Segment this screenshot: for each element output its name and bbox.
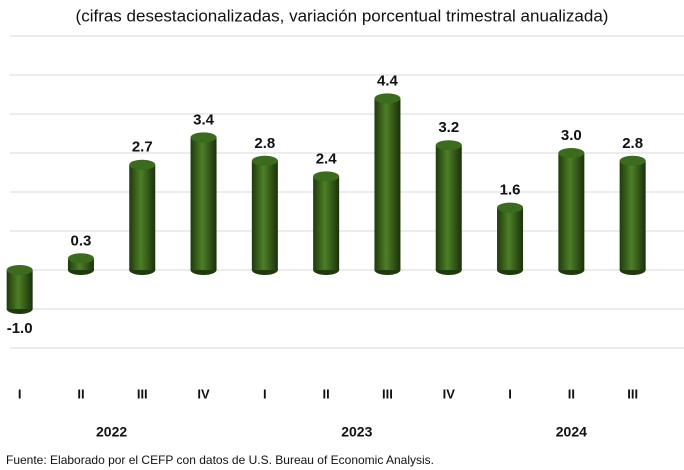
bar-top xyxy=(6,265,33,275)
bar xyxy=(251,155,278,275)
x-tick-label: I xyxy=(508,386,512,401)
bar-top xyxy=(313,171,340,182)
x-tick-label: I xyxy=(263,386,267,401)
bar-top xyxy=(497,202,524,213)
bar xyxy=(435,140,462,275)
x-tick-label: II xyxy=(568,386,575,401)
x-tick-label: IV xyxy=(443,386,456,401)
bar-top xyxy=(129,159,156,170)
value-label: 1.6 xyxy=(500,182,521,199)
bar-body xyxy=(619,160,646,270)
x-tick-label: IV xyxy=(197,386,210,401)
bar-body xyxy=(129,164,156,270)
bar-top xyxy=(374,93,401,104)
value-label: 0.3 xyxy=(71,232,92,249)
bar xyxy=(67,253,94,275)
value-label: 4.4 xyxy=(377,72,399,89)
bar-top xyxy=(619,155,646,166)
x-tick-label: III xyxy=(137,386,148,401)
bar-body xyxy=(190,137,217,270)
bar-top xyxy=(67,253,94,264)
value-label: 2.8 xyxy=(254,135,275,152)
bar xyxy=(313,171,340,275)
x-tick-label: III xyxy=(627,386,638,401)
value-label: 2.7 xyxy=(132,139,153,156)
x-tick-label: II xyxy=(77,386,84,401)
value-label: 3.2 xyxy=(438,119,459,136)
x-tick-label: II xyxy=(323,386,330,401)
bar-body xyxy=(497,207,524,270)
bar-top xyxy=(558,148,585,158)
bar-body xyxy=(67,258,94,270)
bar xyxy=(129,159,156,275)
bar xyxy=(497,202,524,275)
bar-top xyxy=(435,140,462,151)
value-label: 3.4 xyxy=(193,111,215,128)
bar xyxy=(558,148,585,275)
bar-top xyxy=(251,155,278,166)
bar-body xyxy=(558,153,585,270)
x-tick-label: I xyxy=(18,386,22,401)
bar-body xyxy=(374,98,401,271)
source-note: Fuente: Elaborado por el CEFP con datos … xyxy=(6,453,434,467)
bar-body xyxy=(313,176,340,270)
year-label: 2024 xyxy=(556,424,587,440)
chart-subtitle: (cifras desestacionalizadas, variación p… xyxy=(76,6,609,25)
year-label: 2023 xyxy=(341,424,372,440)
bar-body xyxy=(435,145,462,270)
bar-body xyxy=(251,160,278,270)
value-label: 2.8 xyxy=(622,135,643,152)
bar xyxy=(6,265,33,314)
bar-top xyxy=(190,132,217,143)
value-label: 3.0 xyxy=(561,127,582,144)
year-label: 2022 xyxy=(96,424,127,440)
x-tick-label: III xyxy=(382,386,393,401)
value-label: 2.4 xyxy=(316,150,338,167)
bar xyxy=(619,155,646,275)
bar xyxy=(190,132,217,275)
value-label: -1.0 xyxy=(7,320,33,337)
bar-body xyxy=(6,270,33,309)
bar xyxy=(374,93,401,275)
